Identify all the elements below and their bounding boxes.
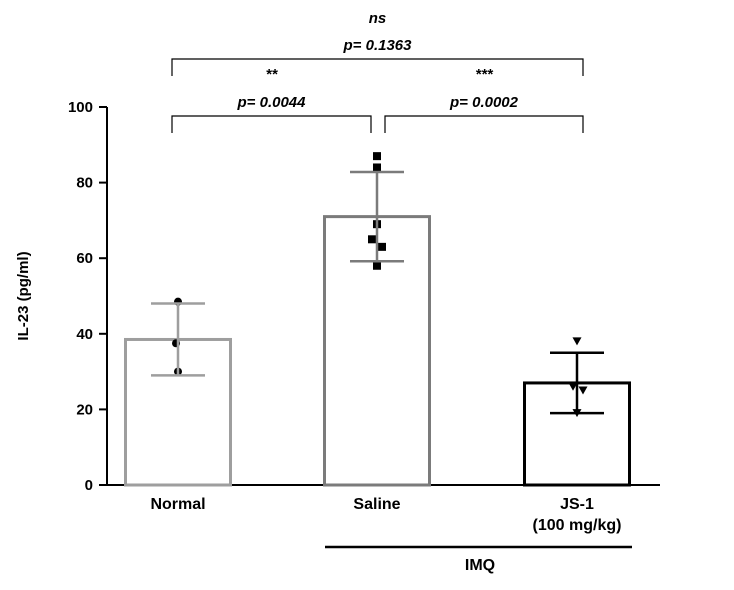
y-axis-label: IL-23 (pg/ml) [15,251,32,340]
significance-bracket [384,115,584,133]
y-tick-label: 20 [76,401,93,418]
y-tick-label: 80 [76,175,93,192]
group-label: IMQ [465,557,495,574]
data-point [368,235,376,244]
category-labels: Normal Saline JS-1 (100 mg/kg) [150,496,621,534]
category-label: JS-1 [560,496,594,513]
error-bars [151,170,604,415]
data-point [373,152,381,161]
significance-brackets: ** p= 0.0044 *** p= 0.0002 ns p= 0.1363 [171,10,584,133]
y-tick-label: 0 [85,477,93,494]
data-point [378,242,386,251]
y-tick-label: 100 [68,99,93,116]
p-value-label: p= 0.0002 [449,94,519,111]
significance-stars: ns [369,10,387,27]
category-label: Saline [353,496,400,513]
data-point [572,337,582,346]
p-value-label: p= 0.1363 [343,37,413,54]
significance-bracket [171,58,584,76]
bars [124,215,631,487]
significance-stars: ** [266,66,279,83]
group-bracket: IMQ [325,545,632,574]
data-point [373,261,381,270]
category-label: Normal [150,496,205,513]
data-point [568,382,578,391]
significance-stars: *** [475,66,494,83]
y-ticks: 0 20 40 60 80 100 [68,99,107,494]
p-value-label: p= 0.0044 [237,94,307,111]
significance-bracket [171,115,372,133]
data-point [578,386,588,395]
y-tick-label: 60 [76,250,93,267]
category-label: (100 mg/kg) [533,517,622,534]
y-tick-label: 40 [76,326,93,343]
data-point [373,163,381,172]
